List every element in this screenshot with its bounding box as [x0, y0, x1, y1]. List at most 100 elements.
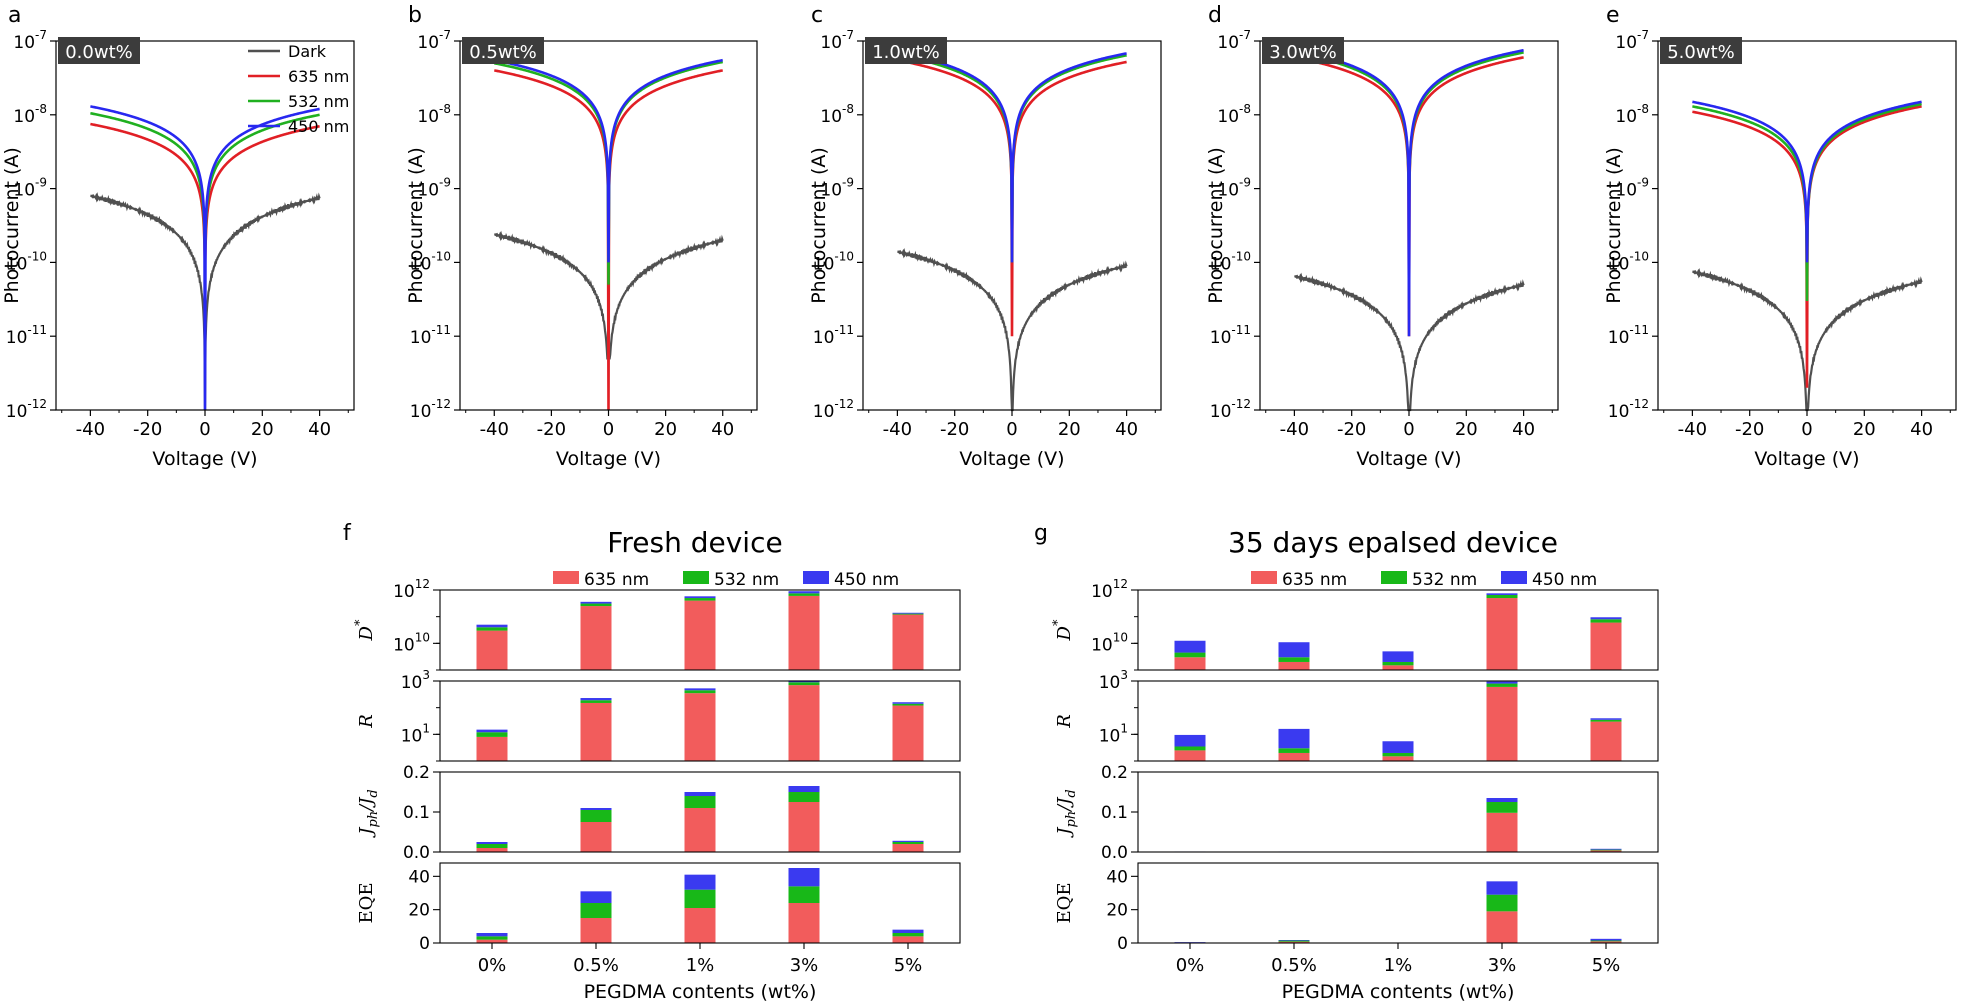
y-label-superscript: * [353, 619, 368, 626]
x-axis-label: Voltage (V) [152, 448, 257, 470]
bar-532-nm [684, 690, 716, 694]
y-tick-exponent: -12 [834, 397, 854, 411]
bar-450-nm [788, 868, 820, 887]
bar-532-nm [1278, 748, 1310, 753]
bar-450-nm [580, 698, 612, 701]
x-tick-label: 40 [711, 419, 734, 440]
wt-badge [1660, 37, 1742, 64]
y-tick-exponent: -9 [1239, 176, 1251, 190]
bar-532-nm [1174, 652, 1206, 658]
iv-panel-b: b-40 -20 0 20 4010-1210-1110-1010-910-810-7V… [405, 3, 758, 470]
bar-532-nm [1590, 719, 1622, 722]
bar-635-nm [684, 693, 716, 761]
y-label-subscript: d [1064, 789, 1079, 797]
bar-532-nm [1486, 894, 1518, 912]
bar-450-nm [1486, 881, 1518, 895]
x-tick-label: 20 [1455, 419, 1478, 440]
plot-frame [439, 589, 961, 671]
x-tick-label: -40 [883, 419, 912, 440]
y-tick-label: 10-11 [6, 323, 47, 348]
y-tick-label: 10-12 [1608, 397, 1649, 422]
plot-frame [1137, 862, 1659, 944]
curve-450-nm [90, 105, 320, 411]
bar-532-nm [1486, 683, 1518, 687]
curve-635-nm [1692, 105, 1922, 388]
bar-635-nm [684, 600, 716, 670]
x-tick-label: 0% [478, 955, 507, 976]
y-tick-label: 10-8 [820, 102, 854, 127]
bar-532-nm [580, 903, 612, 918]
y-tick-exponent: 3 [1120, 668, 1128, 682]
x-tick-label: 5% [894, 955, 923, 976]
panel-label: b [408, 3, 422, 28]
bar-450-nm [1590, 938, 1622, 941]
y-tick-label: 10-7 [13, 28, 47, 53]
y-tick-label: 0.0 [403, 843, 430, 863]
x-axis-label: Voltage (V) [959, 448, 1064, 470]
legend-entry: Dark [288, 42, 327, 61]
y-tick-label: 10-11 [813, 323, 854, 348]
x-tick-label: -20 [1337, 419, 1366, 440]
panel-label: d [1208, 3, 1222, 28]
bar-532-nm [476, 844, 508, 848]
y-label-subscript: d [366, 789, 381, 797]
bar-532-nm [788, 886, 820, 903]
bar-450-nm [1486, 593, 1518, 595]
panel-title: Fresh device [607, 526, 782, 559]
x-tick-label: 0 [603, 419, 614, 440]
y-label-subscript: ph [366, 811, 381, 828]
bar-532-nm [1590, 940, 1622, 942]
y-tick-exponent: 10 [1113, 630, 1128, 644]
bar-532-nm [1382, 752, 1414, 757]
bar-450-nm [892, 840, 924, 842]
y-tick-exponent: -11 [834, 323, 854, 337]
y-tick-exponent: -11 [27, 323, 47, 337]
y-tick-label: 20 [408, 901, 430, 921]
y-tick-exponent: -9 [35, 176, 47, 190]
bar-532-nm [1382, 661, 1414, 666]
bar-450-nm [580, 891, 612, 903]
x-tick-label: -20 [537, 419, 566, 440]
y-axis-label: D* [1051, 619, 1075, 641]
wt-badge-label: 1.0wt% [872, 42, 940, 63]
bar-532-nm [1486, 594, 1518, 599]
bar-532-nm [788, 682, 820, 686]
x-tick-label: 20 [1853, 419, 1876, 440]
x-tick-label: -20 [940, 419, 969, 440]
x-axis-label: Voltage (V) [1356, 448, 1461, 470]
curve-532-nm [1692, 102, 1922, 301]
y-tick-label: 10-12 [6, 397, 47, 422]
bar-450-nm [1278, 728, 1310, 749]
plot-frame [1137, 589, 1659, 671]
y-tick-label: 0.2 [1101, 763, 1128, 783]
bar-635-nm [1486, 686, 1518, 761]
y-axis-label: Photocurrent (A) [1603, 147, 1625, 304]
bar-532-nm [580, 810, 612, 822]
iv-panel-a: a-40 -20 0 20 4010-1210-1110-1010-910-810-7V… [1, 3, 355, 470]
y-tick-exponent: -7 [842, 28, 854, 42]
x-tick-label: 0 [1006, 419, 1017, 440]
bar-450-nm [1174, 734, 1206, 747]
iv-panel-e: e-40 -20 0 20 4010-1210-1110-1010-910-810-7V… [1603, 3, 1957, 470]
bar-635-nm [892, 936, 924, 943]
bar-450-nm [476, 624, 508, 628]
y-tick-exponent: -9 [842, 176, 854, 190]
y-axis-label: Jph/Jd [1054, 789, 1079, 839]
y-tick-label: 10-8 [1217, 102, 1251, 127]
x-axis-label: Voltage (V) [1754, 448, 1859, 470]
legend-entry: 532 nm [714, 570, 779, 590]
bar-532-nm [684, 889, 716, 908]
bar-532-nm [1590, 619, 1622, 623]
y-tick-label: 10-11 [1608, 323, 1649, 348]
x-tick-label: 40 [1512, 419, 1535, 440]
bar-635-nm [580, 702, 612, 761]
bar-450-nm [1278, 940, 1310, 941]
bar-635-nm [892, 614, 924, 670]
bar-532-nm [1590, 849, 1622, 851]
x-axis-label: PEGDMA contents (wt%) [584, 981, 817, 1002]
x-tick-label: 0 [1403, 419, 1414, 440]
y-axis-label: D* [353, 619, 377, 641]
bar-450-nm [788, 591, 820, 594]
y-tick-exponent: -8 [35, 102, 47, 116]
bar-532-nm [892, 842, 924, 844]
